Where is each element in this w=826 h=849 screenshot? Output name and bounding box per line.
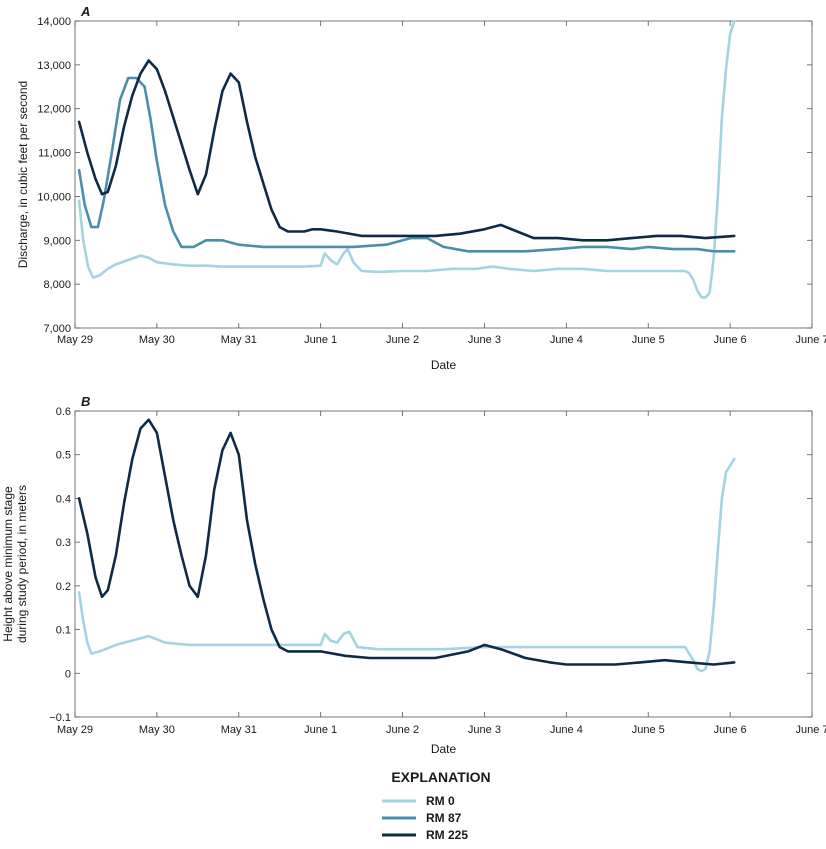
- x-tick-label: June 5: [632, 724, 665, 736]
- x-tick-label: June 3: [468, 334, 501, 346]
- legend: EXPLANATION RM 0 RM 87 RM 225: [382, 769, 491, 842]
- y-axis-title: Discharge, in cubic feet per second: [16, 81, 30, 268]
- chart-panel-b: −0.1 0 0.1 0.2 0.3 0.4 0.5 0.6 May 29 May 30 May 3…: [1, 394, 826, 756]
- series-line-rm-0: [77, 457, 736, 673]
- legend-title: EXPLANATION: [391, 769, 490, 785]
- x-tick-label: May 29: [57, 334, 93, 346]
- x-tick-label: June 4: [550, 724, 583, 736]
- y-tick-label: 10,000: [37, 191, 71, 203]
- y-tick-label: 7,000: [43, 323, 71, 335]
- y-tick-label: 0.5: [56, 450, 71, 462]
- y-axis-title-line: during study period, in meters: [15, 485, 29, 643]
- y-tick-label: 14,000: [37, 16, 71, 28]
- chart-panel-a: 7,000 8,000 9,000 10,000 11,000 12,000 13,000 1…: [16, 4, 826, 372]
- series-line-rm-225: [77, 59, 736, 242]
- y-axis-title-line: Height above minimum stage: [1, 486, 15, 642]
- panel-label: B: [81, 394, 90, 409]
- x-tick-label: June 6: [714, 724, 747, 736]
- x-tick-label: June 7: [795, 334, 826, 346]
- x-tick-label: June 1: [304, 334, 337, 346]
- y-tick-label: 8,000: [43, 279, 71, 291]
- x-axis-title: Date: [431, 358, 457, 372]
- x-axis-title: Date: [431, 742, 457, 756]
- y-tick-label: 13,000: [37, 60, 71, 72]
- y-tick-label: 0.3: [56, 537, 71, 549]
- x-tick-label: June 3: [468, 724, 501, 736]
- legend-label: RM 87: [426, 811, 462, 825]
- series-line-rm-87: [77, 76, 736, 253]
- x-tick-label: June 7: [795, 724, 826, 736]
- y-tick-label: 0.6: [56, 406, 71, 418]
- panel-label: A: [80, 4, 90, 19]
- legend-label: RM 0: [426, 794, 455, 808]
- series-line-rm-0: [77, 19, 736, 299]
- x-tick-label: June 6: [714, 334, 747, 346]
- x-tick-label: June 5: [632, 334, 665, 346]
- series-line-rm-225: [77, 418, 736, 666]
- y-tick-label: 11,000: [38, 148, 71, 160]
- y-tick-label: −0.1: [49, 712, 71, 724]
- x-tick-label: June 2: [386, 724, 419, 736]
- legend-label: RM 225: [426, 828, 468, 842]
- x-tick-label: May 29: [57, 724, 93, 736]
- y-tick-label: 0: [65, 668, 71, 680]
- x-tick-label: June 4: [550, 334, 583, 346]
- x-tick-label: June 2: [386, 334, 419, 346]
- y-tick-label: 9,000: [43, 235, 71, 247]
- plot-frame: [74, 20, 813, 329]
- y-tick-label: 0.2: [56, 581, 71, 593]
- y-tick-label: 12,000: [37, 104, 71, 116]
- x-tick-label: May 30: [139, 724, 175, 736]
- y-tick-label: 0.4: [56, 493, 71, 505]
- x-tick-label: June 1: [304, 724, 337, 736]
- x-tick-label: May 31: [221, 334, 257, 346]
- y-tick-label: 0.1: [56, 625, 71, 637]
- plot-frame: [74, 410, 813, 718]
- x-tick-label: May 30: [139, 334, 175, 346]
- x-tick-label: May 31: [221, 724, 257, 736]
